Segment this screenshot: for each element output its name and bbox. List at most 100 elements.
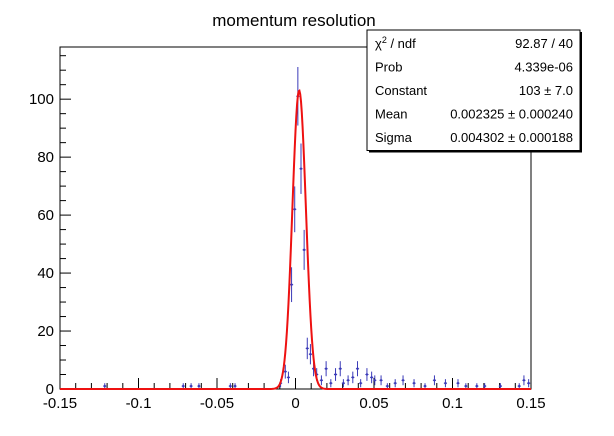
point-marker (423, 384, 427, 388)
data-point (432, 375, 437, 386)
point-marker (233, 384, 237, 388)
point-marker (293, 208, 296, 211)
point-marker (309, 353, 312, 356)
point-marker (373, 379, 376, 382)
x-tick-label: 0.05 (359, 395, 388, 412)
point-marker (518, 384, 521, 388)
data-point (333, 368, 338, 381)
point-marker (329, 382, 333, 385)
point-marker (306, 347, 309, 350)
point-marker (324, 367, 328, 370)
stats-box-frame (366, 29, 581, 151)
data-point (299, 143, 303, 194)
data-point (379, 375, 383, 386)
stats-box: χ2 / ndf 92.87 / 40 Prob 4.339e-06 Constant 1… (366, 29, 582, 153)
data-point (527, 379, 531, 388)
y-tick-label: 80 (37, 149, 54, 166)
y-tick-label: 60 (37, 207, 54, 224)
stats-row-label: Mean (375, 107, 408, 122)
y-tick-label: 100 (29, 91, 54, 108)
y-axis: 0 20 40 60 80 100 (29, 55, 71, 398)
point-marker (302, 248, 306, 252)
point-marker (359, 382, 362, 385)
point-marker (365, 373, 369, 376)
data-point (351, 371, 355, 384)
point-marker (370, 376, 373, 379)
data-point (286, 371, 291, 384)
point-marker (522, 379, 526, 382)
x-tick-label: -0.1 (126, 395, 152, 412)
point-marker (229, 384, 232, 388)
point-marker (393, 382, 397, 385)
stats-row-value: 103 ± 7.0 (519, 83, 573, 98)
point-marker (499, 384, 502, 388)
point-marker (527, 382, 530, 385)
point-marker (287, 376, 290, 379)
point-marker (342, 382, 345, 385)
data-point (308, 344, 312, 365)
data-point (443, 379, 448, 388)
chart-title: momentum resolution (212, 11, 375, 30)
x-tick-label: 0.15 (516, 395, 545, 412)
gaussian-fit-line (60, 88, 531, 390)
data-point (329, 379, 333, 388)
point-marker (339, 367, 342, 370)
x-tick-label: 0 (291, 395, 299, 412)
data-point (393, 379, 397, 388)
data-point (302, 229, 306, 270)
stats-row-value: 0.002325 ± 0.000240 (450, 107, 573, 122)
point-marker (444, 382, 447, 385)
stats-row-label: Sigma (375, 130, 413, 145)
y-tick-label: 20 (37, 323, 54, 340)
point-marker (182, 384, 185, 388)
data-point (359, 379, 363, 388)
data-point (522, 375, 526, 386)
data-point (401, 375, 405, 386)
point-marker (412, 382, 416, 385)
x-tick-label: 0.1 (442, 395, 463, 412)
point-marker (290, 283, 293, 286)
data-point (373, 375, 377, 386)
data-point (283, 364, 287, 379)
point-marker (299, 167, 303, 170)
data-point (341, 379, 345, 388)
y-tick-label: 0 (46, 381, 54, 398)
data-points (103, 66, 531, 389)
stats-row-label: χ2 / ndf (375, 35, 416, 51)
point-marker (386, 384, 389, 388)
data-point (324, 361, 328, 377)
data-point (355, 361, 360, 377)
data-point (290, 267, 294, 303)
point-marker (189, 384, 193, 388)
point-marker (356, 367, 359, 370)
point-marker (284, 370, 287, 373)
y-tick-label: 40 (37, 265, 54, 282)
point-marker (103, 384, 106, 388)
point-marker (320, 379, 323, 382)
stats-row-label: Prob (375, 60, 402, 75)
data-point (338, 361, 342, 377)
point-marker (197, 384, 201, 388)
x-axis: -0.15 -0.1 -0.05 0 0.05 0.1 0.15 (43, 378, 546, 412)
point-marker (401, 379, 405, 382)
point-marker (351, 376, 355, 379)
data-point (370, 371, 374, 384)
stats-row-value: 92.87 / 40 (515, 36, 573, 51)
data-point (365, 368, 369, 381)
data-point (293, 186, 297, 233)
point-marker (334, 373, 337, 376)
x-tick-label: -0.05 (200, 395, 234, 412)
data-point (346, 375, 350, 386)
data-point (305, 337, 309, 360)
x-tick-label: -0.15 (43, 395, 77, 412)
data-point (412, 379, 416, 388)
stats-row-value: 0.004302 ± 0.000188 (450, 130, 573, 145)
stats-row-label: Constant (375, 83, 427, 98)
point-marker (346, 379, 350, 382)
stats-row-value: 4.339e-06 (514, 60, 573, 75)
data-point (456, 379, 460, 388)
point-marker (456, 382, 460, 385)
data-point (319, 375, 323, 386)
point-marker (464, 384, 468, 388)
